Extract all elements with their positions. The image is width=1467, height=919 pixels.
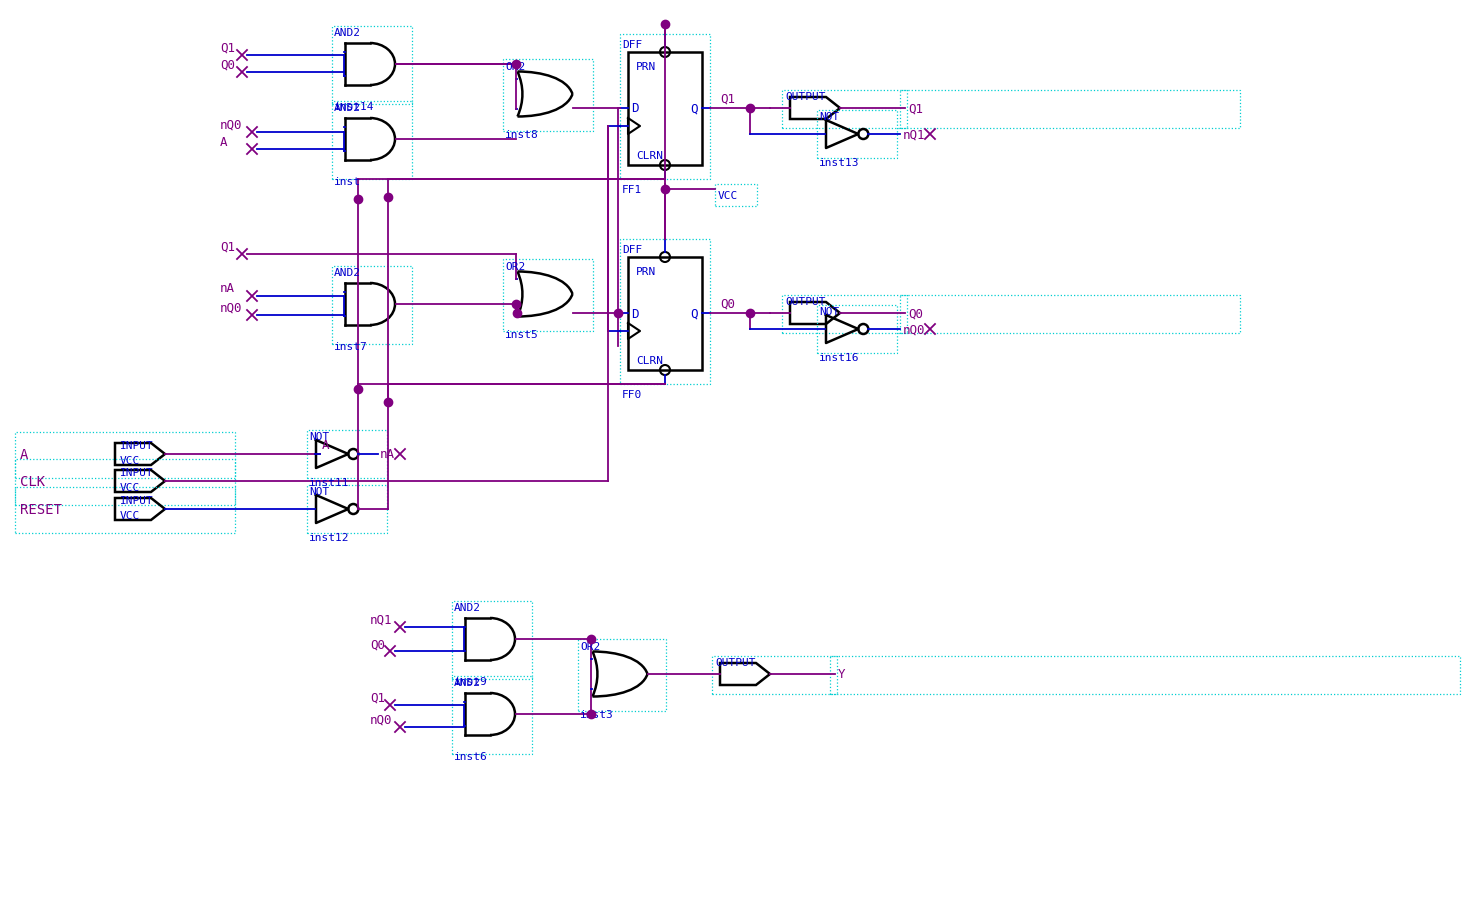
Text: nQ0: nQ0 [220, 301, 242, 314]
Text: Q0: Q0 [370, 638, 384, 651]
Bar [332, 27, 412, 105]
Text: CLRN: CLRN [637, 151, 663, 161]
Text: RESET: RESET [21, 503, 62, 516]
Bar [332, 267, 412, 345]
Bar [899, 296, 1240, 334]
Text: inst7: inst7 [334, 342, 368, 352]
Bar [782, 91, 907, 129]
Text: Q1: Q1 [220, 41, 235, 54]
Text: inst3: inst3 [579, 709, 613, 720]
Text: VCC: VCC [120, 456, 141, 466]
Text: Q0: Q0 [908, 307, 923, 320]
Text: VCC: VCC [120, 510, 141, 520]
Text: INPUT: INPUT [120, 495, 154, 505]
Text: DFF: DFF [622, 40, 643, 50]
Text: NOT: NOT [819, 112, 839, 122]
Bar [15, 487, 235, 533]
Bar [621, 240, 710, 384]
Text: nA: nA [220, 282, 235, 295]
Text: inst11: inst11 [310, 478, 349, 487]
Bar [452, 601, 533, 679]
Text: AND2: AND2 [453, 602, 481, 612]
Text: INPUT: INPUT [120, 440, 154, 450]
Bar [628, 257, 703, 370]
Text: nQ1: nQ1 [370, 613, 393, 626]
Text: inst13: inst13 [819, 158, 860, 168]
Text: OUTPUT: OUTPUT [785, 92, 826, 102]
Text: Q1: Q1 [370, 691, 384, 704]
Text: inst6: inst6 [453, 751, 487, 761]
Bar [817, 111, 896, 159]
Bar [15, 460, 235, 505]
Text: inst12: inst12 [310, 532, 349, 542]
Bar [332, 102, 412, 180]
Text: OR2: OR2 [505, 62, 525, 72]
Bar [307, 430, 387, 479]
Text: inst8: inst8 [505, 130, 538, 140]
Text: Q: Q [689, 102, 697, 116]
Text: A: A [21, 448, 28, 461]
Bar [711, 656, 838, 694]
Text: OR2: OR2 [505, 262, 525, 272]
Bar [782, 296, 907, 334]
Text: Q0: Q0 [220, 59, 235, 72]
Text: VCC: VCC [717, 191, 738, 200]
Bar [15, 433, 235, 479]
Text: INPUT: INPUT [120, 468, 154, 478]
Text: NOT: NOT [310, 432, 329, 441]
Text: Q1: Q1 [720, 93, 735, 106]
Text: nQ1: nQ1 [904, 129, 926, 142]
Text: PRN: PRN [637, 267, 656, 277]
Text: Q1: Q1 [908, 102, 923, 116]
Text: A: A [220, 135, 227, 148]
Bar [817, 306, 896, 354]
Text: OR2: OR2 [579, 641, 600, 652]
Text: CLK: CLK [21, 474, 45, 489]
Text: inst14: inst14 [334, 102, 374, 112]
Text: Q0: Q0 [720, 297, 735, 311]
Bar [621, 35, 710, 180]
Text: inst5: inst5 [505, 330, 538, 340]
Text: OUTPUT: OUTPUT [714, 657, 756, 667]
Text: FF0: FF0 [622, 390, 643, 400]
Text: PRN: PRN [637, 62, 656, 72]
Text: VCC: VCC [120, 482, 141, 493]
Text: nQ0: nQ0 [904, 323, 926, 336]
Text: inst: inst [334, 176, 361, 187]
Text: inst9: inst9 [453, 676, 487, 686]
Bar [503, 260, 593, 332]
Text: D: D [631, 307, 638, 320]
Text: A: A [321, 439, 330, 452]
Text: NOT: NOT [819, 307, 839, 317]
Text: AND2: AND2 [453, 677, 481, 687]
Text: AND2: AND2 [334, 103, 361, 113]
Bar [714, 185, 757, 207]
Text: nQ0: nQ0 [370, 713, 393, 726]
Bar [503, 60, 593, 131]
Text: NOT: NOT [310, 486, 329, 496]
Text: FF1: FF1 [622, 185, 643, 195]
Bar [628, 53, 703, 165]
Text: AND2: AND2 [334, 28, 361, 38]
Text: inst16: inst16 [819, 353, 860, 363]
Text: CLRN: CLRN [637, 356, 663, 366]
Text: nA: nA [380, 448, 395, 461]
Bar [830, 656, 1460, 694]
Bar [578, 640, 666, 711]
Text: D: D [631, 102, 638, 116]
Bar [307, 485, 387, 533]
Bar [899, 91, 1240, 129]
Text: Y: Y [838, 668, 845, 681]
Text: Q: Q [689, 307, 697, 320]
Text: Q1: Q1 [220, 240, 235, 254]
Text: OUTPUT: OUTPUT [785, 297, 826, 307]
Text: AND2: AND2 [334, 267, 361, 278]
Text: DFF: DFF [622, 244, 643, 255]
Bar [452, 676, 533, 754]
Text: nQ0: nQ0 [220, 119, 242, 131]
